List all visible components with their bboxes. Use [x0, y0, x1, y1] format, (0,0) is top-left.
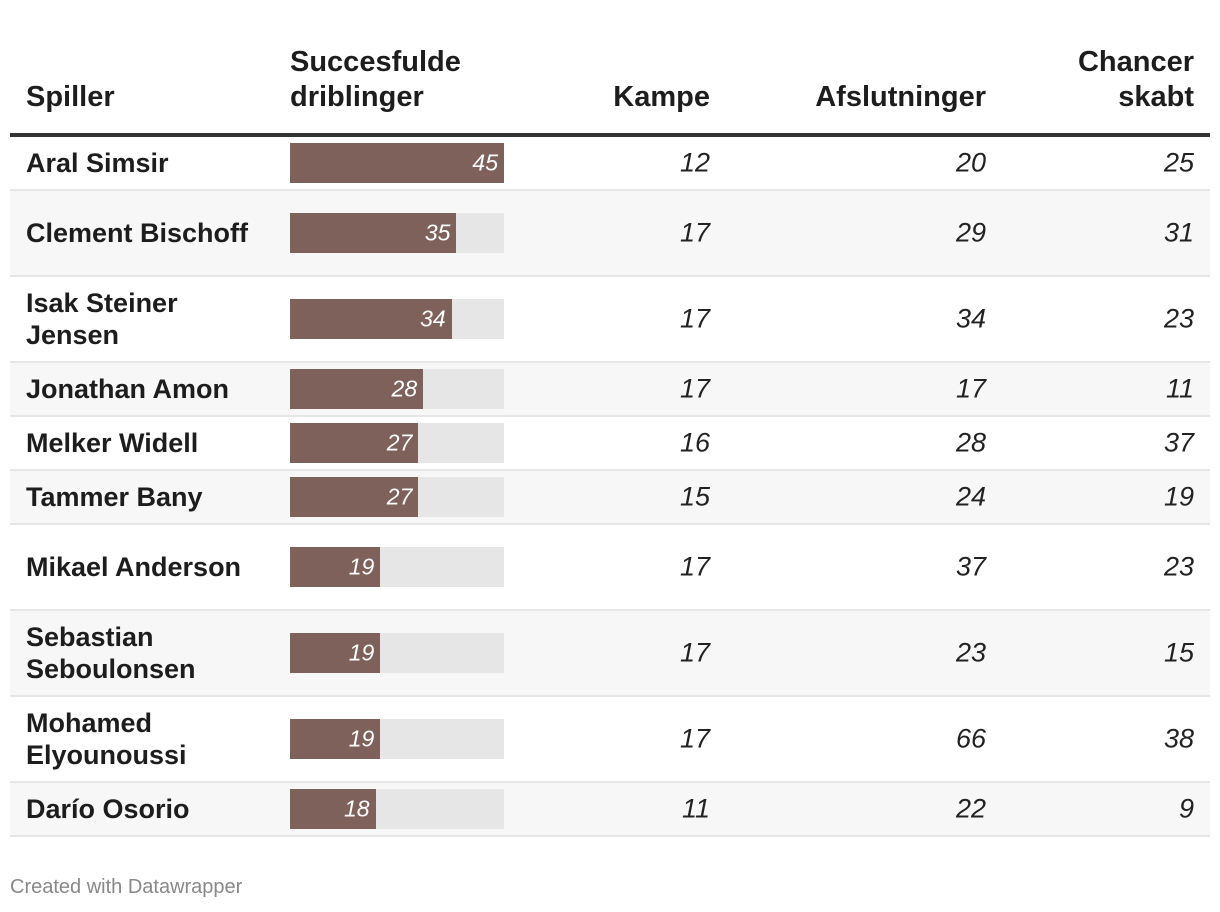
bar-fill: 27 — [290, 423, 419, 463]
table-row: Mikael Anderson 19 17 37 23 — [10, 525, 1210, 611]
bar-fill: 19 — [290, 547, 381, 587]
bar-track: 35 — [290, 213, 504, 253]
afslutninger-value: 37 — [955, 551, 986, 582]
player-name: Darío Osorio — [26, 794, 190, 824]
bar-value-label: 19 — [348, 553, 375, 580]
footer-credit[interactable]: Created with Datawrapper — [10, 876, 243, 898]
bar-value-label: 27 — [386, 483, 413, 510]
afslutninger-value: 17 — [955, 373, 986, 404]
bar-track: 34 — [290, 299, 504, 339]
afslutninger-value: 66 — [955, 723, 986, 754]
table-row: Aral Simsir 45 12 20 25 — [10, 137, 1210, 191]
chancer-value: 23 — [1163, 551, 1194, 582]
bar-track: 27 — [290, 423, 504, 463]
bar-track: 45 — [290, 143, 504, 183]
bar-value-label: 34 — [420, 305, 446, 332]
bar-fill: 34 — [290, 299, 452, 339]
kampe-value: 17 — [679, 723, 710, 754]
bar-track: 19 — [290, 719, 504, 759]
bar-value-label: 35 — [424, 219, 451, 246]
header-afslutninger[interactable]: Afslutninger — [815, 81, 986, 113]
afslutninger-value: 34 — [955, 303, 986, 334]
table-row: Clement Bischoff 35 17 29 31 — [10, 191, 1210, 277]
bar-fill: 19 — [290, 633, 381, 673]
table-row: Jonathan Amon 28 17 17 11 — [10, 363, 1210, 417]
bar-track: 19 — [290, 547, 504, 587]
chancer-value: 38 — [1163, 723, 1194, 754]
bar-fill: 28 — [290, 369, 424, 409]
afslutninger-value: 20 — [955, 147, 986, 178]
chancer-value: 23 — [1163, 303, 1194, 334]
chancer-value: 9 — [1178, 793, 1194, 824]
chancer-value: 25 — [1163, 147, 1194, 178]
header-spiller[interactable]: Spiller — [26, 81, 115, 113]
chancer-value: 19 — [1163, 481, 1194, 512]
bar-value-label: 28 — [391, 375, 418, 402]
bar-track: 28 — [290, 369, 504, 409]
player-name: Mikael Anderson — [26, 552, 242, 582]
kampe-value: 17 — [679, 303, 710, 334]
bar-fill: 18 — [290, 789, 376, 829]
header-kampe[interactable]: Kampe — [613, 81, 710, 113]
chancer-value: 31 — [1163, 217, 1194, 248]
afslutninger-value: 22 — [955, 793, 986, 824]
header-driblinger[interactable]: Succesfulde driblinger — [290, 46, 461, 113]
table-row: Melker Widell 27 16 28 37 — [10, 417, 1210, 471]
bar-track: 18 — [290, 789, 504, 829]
afslutninger-value: 28 — [955, 427, 986, 458]
table-body: Aral Simsir 45 12 20 25 Clement Bischoff 35 17 2… — [10, 137, 1210, 837]
bar-track: 19 — [290, 633, 504, 673]
chancer-value: 11 — [1165, 373, 1194, 404]
player-name: Tammer Bany — [26, 482, 203, 512]
bar-fill: 19 — [290, 719, 381, 759]
chancer-value: 37 — [1163, 427, 1194, 458]
player-name: Sebastian Seboulonsen — [26, 622, 196, 684]
afslutninger-value: 24 — [955, 481, 986, 512]
kampe-value: 15 — [679, 481, 710, 512]
player-name: Melker Widell — [26, 428, 199, 458]
bar-fill: 27 — [290, 477, 419, 517]
afslutninger-value: 29 — [955, 217, 986, 248]
table-header: Spiller Succesfulde driblinger Kampe Afs… — [10, 0, 1210, 137]
player-name: Mohamed Elyounoussi — [26, 708, 187, 770]
kampe-value: 17 — [679, 637, 710, 668]
chancer-value: 15 — [1163, 637, 1194, 668]
bar-value-label: 27 — [386, 429, 413, 456]
header-chancer[interactable]: Chancer skabt — [1077, 46, 1194, 113]
table-row: Sebastian Seboulonsen 19 17 23 15 — [10, 611, 1210, 697]
kampe-value: 17 — [679, 217, 710, 248]
data-table: Spiller Succesfulde driblinger Kampe Afs… — [10, 0, 1210, 837]
table-row: Mohamed Elyounoussi 19 17 66 38 — [10, 697, 1210, 783]
table-row: Darío Osorio 18 11 22 9 — [10, 783, 1210, 837]
bar-value-label: 45 — [472, 149, 498, 176]
kampe-value: 12 — [679, 147, 710, 178]
table-row: Isak Steiner Jensen 34 17 34 23 — [10, 277, 1210, 363]
bar-value-label: 19 — [348, 725, 375, 752]
table-row: Tammer Bany 27 15 24 19 — [10, 471, 1210, 525]
player-name: Jonathan Amon — [26, 374, 230, 404]
bar-value-label: 19 — [348, 639, 375, 666]
player-name: Isak Steiner Jensen — [26, 288, 178, 350]
player-name: Aral Simsir — [26, 148, 169, 178]
kampe-value: 17 — [679, 373, 710, 404]
bar-value-label: 18 — [344, 795, 370, 822]
kampe-value: 16 — [679, 427, 710, 458]
player-name: Clement Bischoff — [26, 218, 249, 248]
kampe-value: 17 — [679, 551, 710, 582]
afslutninger-value: 23 — [955, 637, 986, 668]
kampe-value: 11 — [681, 793, 710, 824]
bar-track: 27 — [290, 477, 504, 517]
bar-fill: 35 — [290, 213, 457, 253]
bar-fill: 45 — [290, 143, 504, 183]
